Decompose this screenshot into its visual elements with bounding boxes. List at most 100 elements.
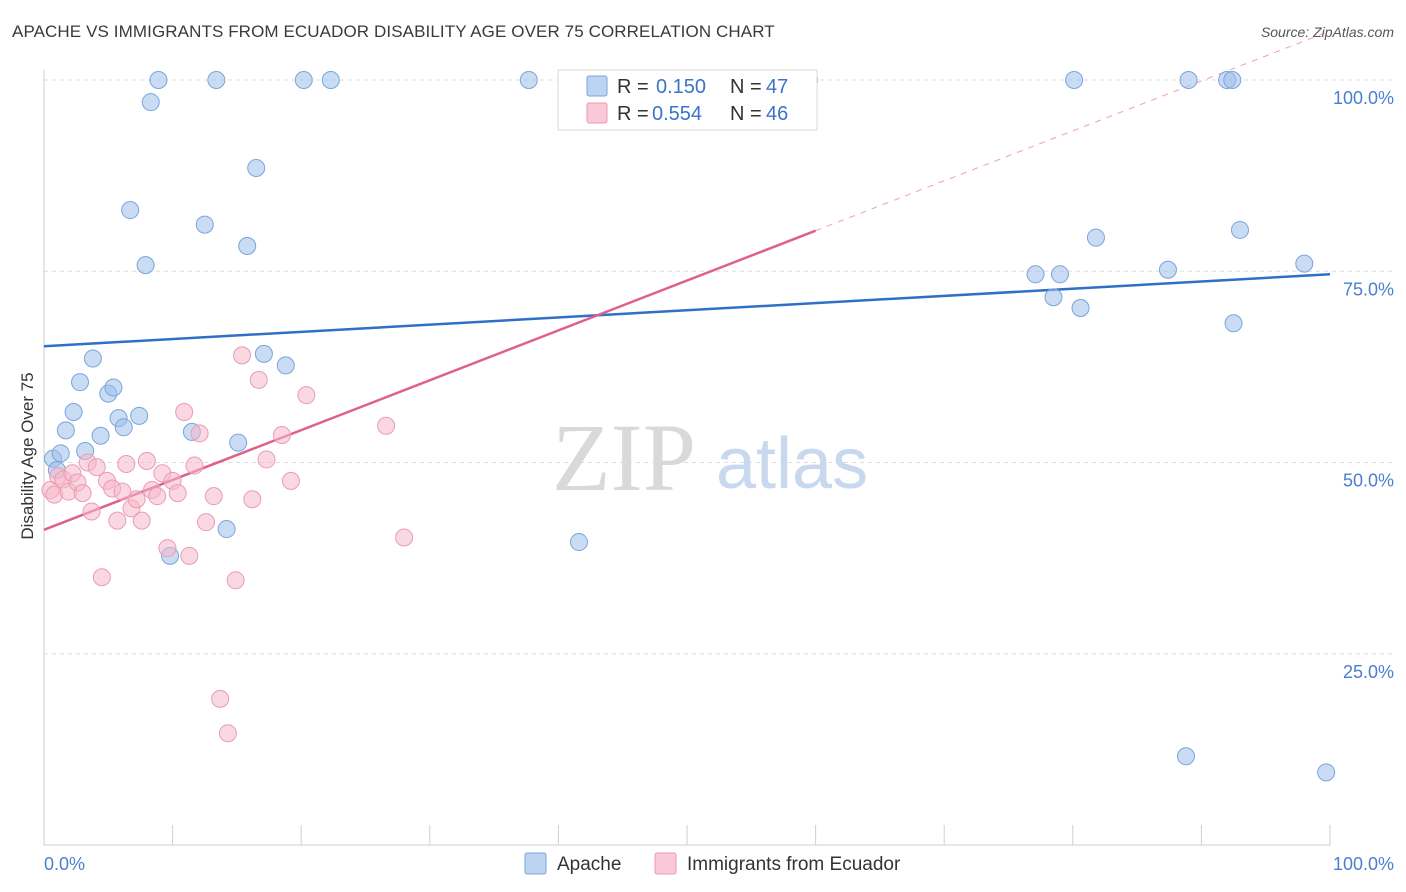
legend-n-value-ecuador: 46	[766, 103, 788, 125]
y-tick-labels: 100.0% 75.0% 50.0% 25.0%	[1333, 88, 1394, 682]
point-apache	[229, 433, 248, 452]
point-ecuador	[73, 484, 92, 503]
bottom-legend-swatch-apache	[524, 852, 547, 875]
legend-n-label-apache: N =	[730, 76, 762, 98]
point-ecuador	[204, 487, 223, 506]
legend-r-value-apache: 0.150	[656, 76, 706, 98]
point-ecuador	[137, 451, 156, 470]
point-ecuador	[113, 482, 132, 501]
point-apache	[91, 426, 110, 445]
point-apache	[1179, 71, 1198, 89]
point-ecuador	[108, 511, 127, 530]
point-ecuador	[243, 490, 262, 509]
legend-r-label-apache: R =	[617, 76, 649, 98]
point-apache	[254, 344, 273, 363]
point-apache	[217, 520, 236, 539]
legend-swatch-ecuador	[586, 102, 608, 124]
point-ecuador	[148, 487, 167, 506]
source-label: Source: ZipAtlas.com	[1260, 24, 1394, 40]
point-ecuador	[92, 568, 111, 587]
bottom-legend-swatch-ecuador	[654, 852, 677, 875]
point-apache	[1158, 260, 1177, 279]
point-ecuador	[175, 403, 194, 422]
legend-swatch-apache	[586, 75, 608, 97]
point-apache	[207, 71, 226, 89]
point-apache	[130, 406, 149, 425]
x-ticks	[172, 825, 1331, 845]
y-tick-label: 50.0%	[1343, 471, 1394, 491]
watermark-zip: ZIP	[552, 404, 696, 511]
point-ecuador	[233, 346, 252, 365]
point-ecuador	[190, 424, 209, 443]
point-ecuador	[158, 539, 177, 558]
point-ecuador	[395, 528, 414, 547]
point-apache	[136, 256, 155, 275]
point-ecuador	[297, 386, 316, 405]
bottom-legend-label-apache: Apache	[557, 854, 621, 875]
point-apache	[1050, 265, 1069, 284]
point-apache	[141, 93, 160, 112]
point-apache	[1223, 71, 1242, 89]
point-apache	[519, 71, 538, 89]
point-ecuador	[211, 689, 230, 708]
trend-line-apache	[43, 273, 1331, 348]
point-apache	[1026, 265, 1045, 284]
point-apache	[276, 356, 295, 375]
point-apache	[64, 403, 83, 422]
point-apache	[149, 71, 168, 89]
point-apache	[1071, 298, 1090, 317]
point-apache	[321, 71, 340, 89]
point-apache	[1230, 220, 1249, 239]
trend-line-ecuador	[43, 229, 817, 531]
point-ecuador	[127, 490, 146, 509]
point-apache	[247, 158, 266, 177]
point-ecuador	[87, 458, 106, 477]
point-ecuador	[249, 370, 268, 389]
y-tick-label: 75.0%	[1343, 279, 1394, 299]
point-apache	[56, 421, 75, 440]
legend-r-label-ecuador: R =	[617, 103, 649, 125]
point-ecuador	[377, 416, 396, 435]
point-apache	[238, 237, 257, 256]
watermark-atlas: atlas	[716, 424, 868, 504]
point-apache	[121, 201, 140, 220]
x-tick-label-max: 100.0%	[1333, 854, 1394, 874]
point-ecuador	[197, 513, 216, 532]
bottom-legend-label-ecuador: Immigrants from Ecuador	[687, 854, 901, 875]
legend-r-value-ecuador: 0.554	[652, 103, 702, 125]
point-apache	[1086, 228, 1105, 247]
chart-title: APACHE VS IMMIGRANTS FROM ECUADOR DISABI…	[12, 22, 775, 41]
point-ecuador	[132, 511, 151, 530]
legend-n-label-ecuador: N =	[730, 103, 762, 125]
point-apache	[1295, 254, 1314, 273]
point-apache	[83, 349, 102, 368]
point-apache	[71, 373, 90, 392]
point-apache	[1044, 288, 1063, 307]
legend-n-value-apache: 47	[766, 76, 788, 98]
point-apache	[1317, 763, 1336, 782]
point-apache	[569, 533, 588, 552]
point-ecuador	[117, 455, 136, 474]
trend-extension-ecuador	[815, 30, 1331, 232]
point-ecuador	[218, 724, 237, 743]
point-apache	[1224, 314, 1243, 333]
point-ecuador	[185, 456, 204, 475]
point-apache	[1176, 747, 1195, 766]
y-tick-label: 100.0%	[1333, 88, 1394, 108]
point-apache	[51, 444, 70, 463]
point-apache	[1065, 71, 1084, 89]
y-tick-label: 25.0%	[1343, 662, 1394, 682]
point-ecuador	[168, 484, 187, 503]
point-ecuador	[281, 471, 300, 490]
point-ecuador	[180, 546, 199, 565]
gridlines	[44, 79, 1392, 655]
watermark: ZIP atlas	[552, 404, 868, 511]
x-tick-label-min: 0.0%	[44, 854, 85, 874]
y-axis-title: Disability Age Over 75	[18, 372, 37, 539]
point-apache	[195, 215, 214, 234]
point-ecuador	[272, 425, 291, 444]
scatter-points	[41, 71, 1336, 782]
point-apache	[114, 418, 133, 437]
point-ecuador	[226, 571, 245, 590]
